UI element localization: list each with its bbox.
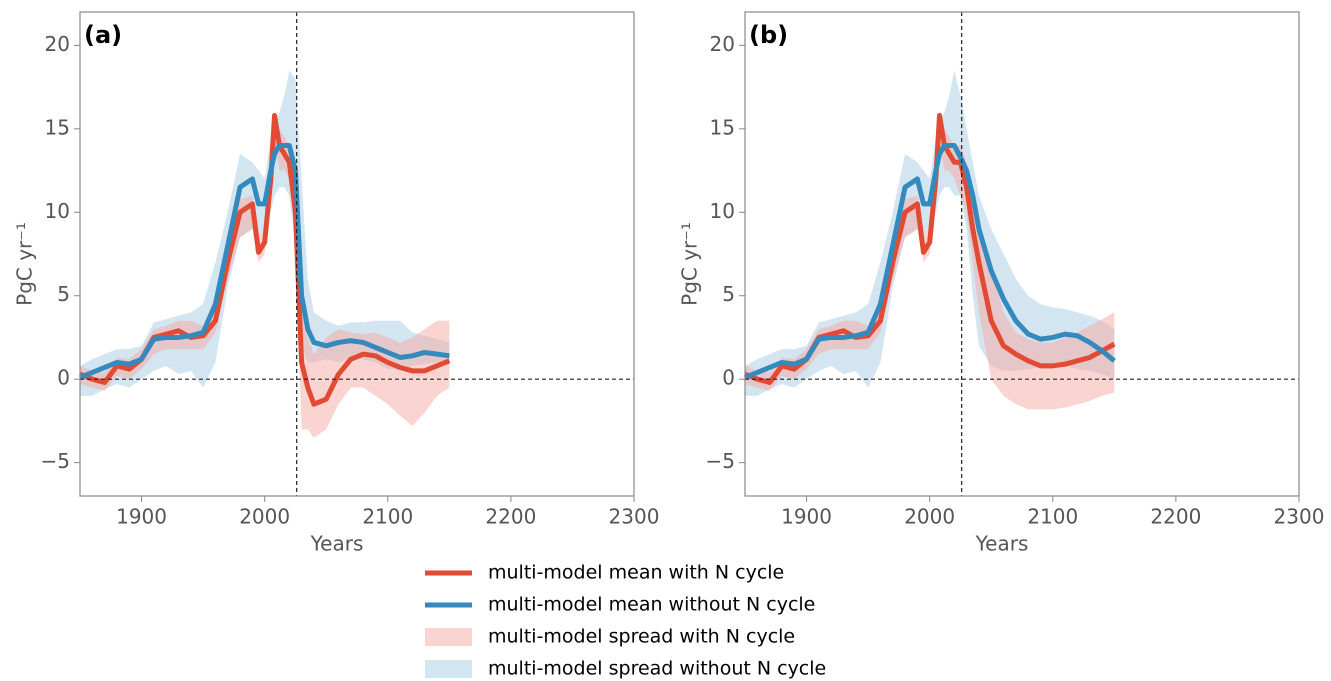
legend-label: multi-model spread without N cycle [488,658,826,680]
spread-band [80,112,450,438]
x-tick-label: 2300 [1274,505,1325,529]
panel-label: (a) [84,21,122,49]
y-tick-label: 20 [45,32,70,56]
plot-frame [79,11,635,497]
y-tick-label: 15 [710,115,735,139]
legend-label: multi-model mean with N cycle [488,562,784,584]
y-tick-label: 5 [57,282,70,306]
x-tick-label: 2100 [1027,505,1078,529]
y-tick-label: 10 [710,199,735,223]
y-axis-label: PgC yr⁻¹ [678,222,702,306]
x-tick-label: 1900 [781,505,832,529]
y-tick-label: 0 [722,366,735,390]
y-tick-label: 10 [45,199,70,223]
x-tick-label: 2000 [904,505,955,529]
legend-swatch [425,628,472,646]
panel-label: (b) [749,21,788,49]
y-axis-label: PgC yr⁻¹ [13,222,37,306]
y-tick-label: −5 [41,449,70,473]
legend-label: multi-model mean without N cycle [488,594,815,616]
y-tick-label: 20 [710,32,735,56]
x-axis-label: Years [310,532,364,556]
x-tick-label: 2100 [362,505,413,529]
plot-frame [744,11,1300,497]
x-tick-label: 1900 [116,505,167,529]
y-tick-label: 0 [57,366,70,390]
y-tick-label: −5 [706,449,735,473]
y-tick-label: 5 [722,282,735,306]
legend-label: multi-model spread with N cycle [488,626,795,648]
mean-line [79,143,450,380]
x-tick-label: 2000 [239,505,290,529]
spread-band [745,70,1115,396]
mean-line [744,143,1116,380]
x-tick-label: 2300 [609,505,660,529]
legend-swatch [425,660,472,678]
y-tick-label: 15 [45,115,70,139]
x-axis-label: Years [975,532,1029,556]
x-tick-label: 2200 [1150,505,1201,529]
x-tick-label: 2200 [485,505,536,529]
